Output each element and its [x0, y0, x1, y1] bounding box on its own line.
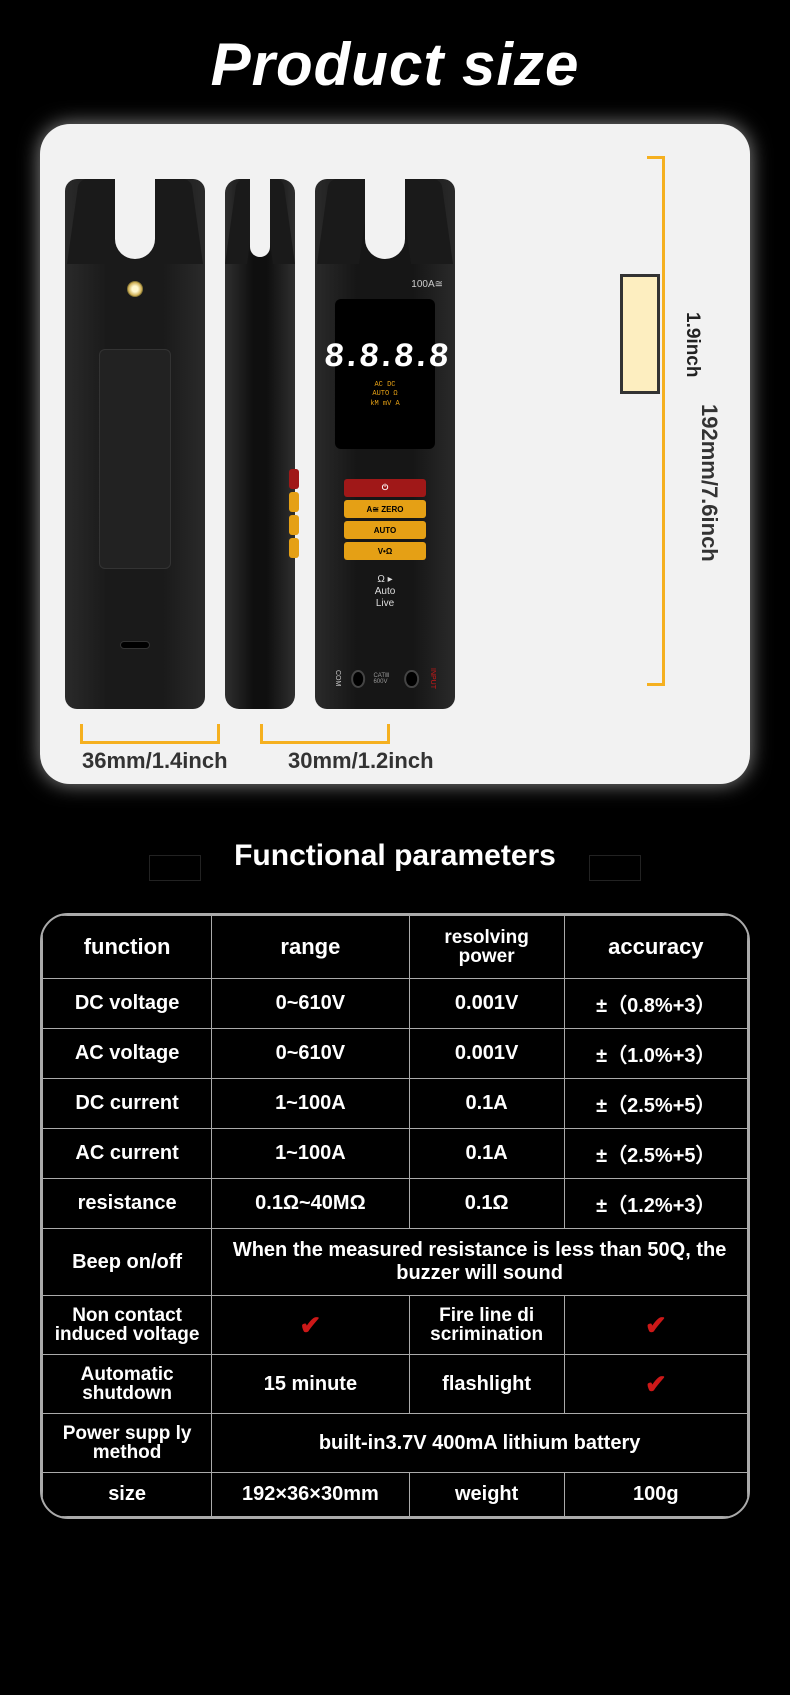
screen-size-label: 1.9inch — [681, 312, 703, 377]
table-row: Beep on/off When the measured resistance… — [43, 1229, 748, 1296]
spec-table: function range resolving power accuracy … — [40, 913, 750, 1519]
table-row: DC current1~100A0.1A±（2.5%+5） — [43, 1079, 748, 1129]
page-title: Product size — [0, 0, 790, 124]
table-row: DC voltage0~610V0.001V±（0.8%+3） — [43, 979, 748, 1029]
check-icon: ✔ — [645, 1310, 667, 1340]
lcd-screen: 8.8.8.8 AC DCAUTO ΩkM mV A — [335, 299, 435, 449]
table-row: Non contact induced voltage ✔ Fire line … — [43, 1296, 748, 1355]
table-row: AC current1~100A0.1A±（2.5%+5） — [43, 1129, 748, 1179]
table-row: resistance0.1Ω~40MΩ0.1Ω±（1.2%+3） — [43, 1179, 748, 1229]
check-icon: ✔ — [645, 1369, 667, 1399]
feature-text: Ω ▸ Auto Live — [375, 574, 396, 610]
led-icon — [127, 281, 143, 297]
size-card: 100A≅ 8.8.8.8 AC DCAUTO ΩkM mV A ⏻ A≅ ZE… — [40, 124, 750, 784]
depth-label: 30mm/1.2inch — [288, 748, 434, 774]
table-row: Power supp ly method built-in3.7V 400mA … — [43, 1414, 748, 1473]
section-subtitle: Functional parameters — [0, 819, 790, 893]
device-back-view — [65, 179, 205, 709]
table-row: AC voltage0~610V0.001V±（1.0%+3） — [43, 1029, 748, 1079]
front-buttons: ⏻ A≅ ZERO AUTO V•Ω — [344, 479, 426, 560]
table-header-row: function range resolving power accuracy — [43, 916, 748, 979]
device-side-view — [225, 179, 295, 709]
width-label: 36mm/1.4inch — [82, 748, 228, 774]
height-label: 192mm/7.6inch — [696, 404, 722, 562]
amp-label: 100A≅ — [411, 279, 443, 290]
device-front-view: 100A≅ 8.8.8.8 AC DCAUTO ΩkM mV A ⏻ A≅ ZE… — [315, 179, 455, 709]
table-row: size 192×36×30mm weight 100g — [43, 1473, 748, 1517]
check-icon: ✔ — [299, 1310, 321, 1340]
table-row: Automatic shutdown 15 minute flashlight … — [43, 1355, 748, 1414]
